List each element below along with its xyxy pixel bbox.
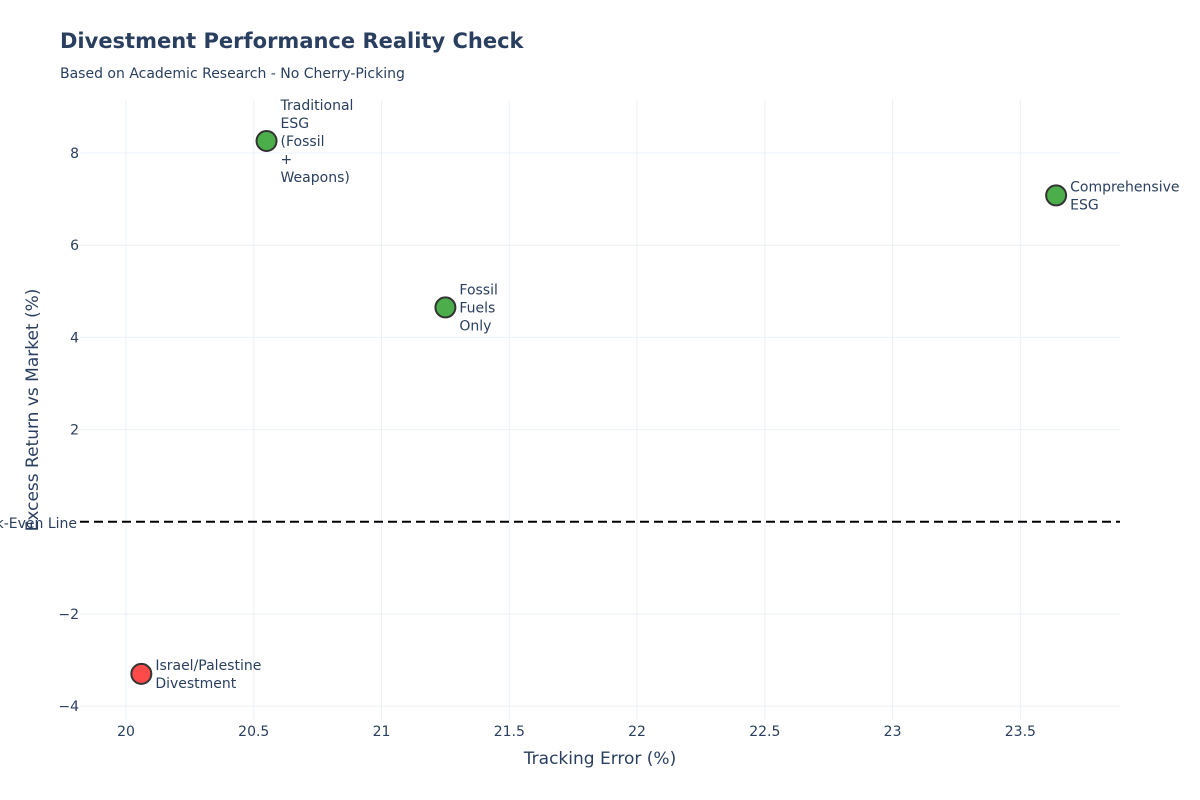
y-tick-label: 2 xyxy=(70,423,79,439)
x-axis-label: Tracking Error (%) xyxy=(523,749,676,769)
point-labels: Traditional ESG (Fossil + Weapons) Comprehens… xyxy=(155,98,1179,692)
data-point xyxy=(434,296,457,319)
data-point-label: Traditional ESG (Fossil + Weapons) xyxy=(280,98,354,186)
y-axis-label: Excess Return vs Market (%) xyxy=(23,289,43,532)
data-point-label: Israel/Palestine Divestment xyxy=(155,658,261,692)
y-tick-label: 8 xyxy=(70,146,79,162)
y-tick-label: 4 xyxy=(70,330,79,346)
x-tick-label: 22.5 xyxy=(749,724,780,740)
x-tick-label: 20.5 xyxy=(238,724,269,740)
y-tick-label: 6 xyxy=(70,238,79,254)
x-tick-label: 22 xyxy=(628,724,646,740)
data-point xyxy=(1045,184,1068,207)
data-point-label: Comprehensive ESG xyxy=(1070,179,1179,213)
x-tick-label: 21.5 xyxy=(494,724,525,740)
chart-subtitle: Based on Academic Research - No Cherry-P… xyxy=(60,66,405,82)
x-tick-label: 23.5 xyxy=(1005,724,1036,740)
y-tick-label: −2 xyxy=(58,607,79,623)
break-even-line-label: Break-Even Line xyxy=(0,516,77,532)
y-tick-label: −4 xyxy=(58,699,79,715)
data-point-label: Fossil Fuels Only xyxy=(459,282,498,334)
data-point xyxy=(130,662,153,685)
x-tick-label: 23 xyxy=(884,724,902,740)
x-axis-ticks: 20 20.5 21 21.5 22 22.5 23 23.5 xyxy=(117,724,1036,740)
reference-line-group: Break-Even Line xyxy=(0,516,1120,532)
x-tick-label: 20 xyxy=(117,724,135,740)
chart-title: Divestment Performance Reality Check xyxy=(60,29,524,53)
grid xyxy=(80,100,1120,720)
data-points xyxy=(130,130,1068,685)
data-point xyxy=(255,130,278,153)
y-axis-ticks: −4 −2 2 4 6 8 xyxy=(58,146,79,715)
x-tick-label: 21 xyxy=(373,724,391,740)
